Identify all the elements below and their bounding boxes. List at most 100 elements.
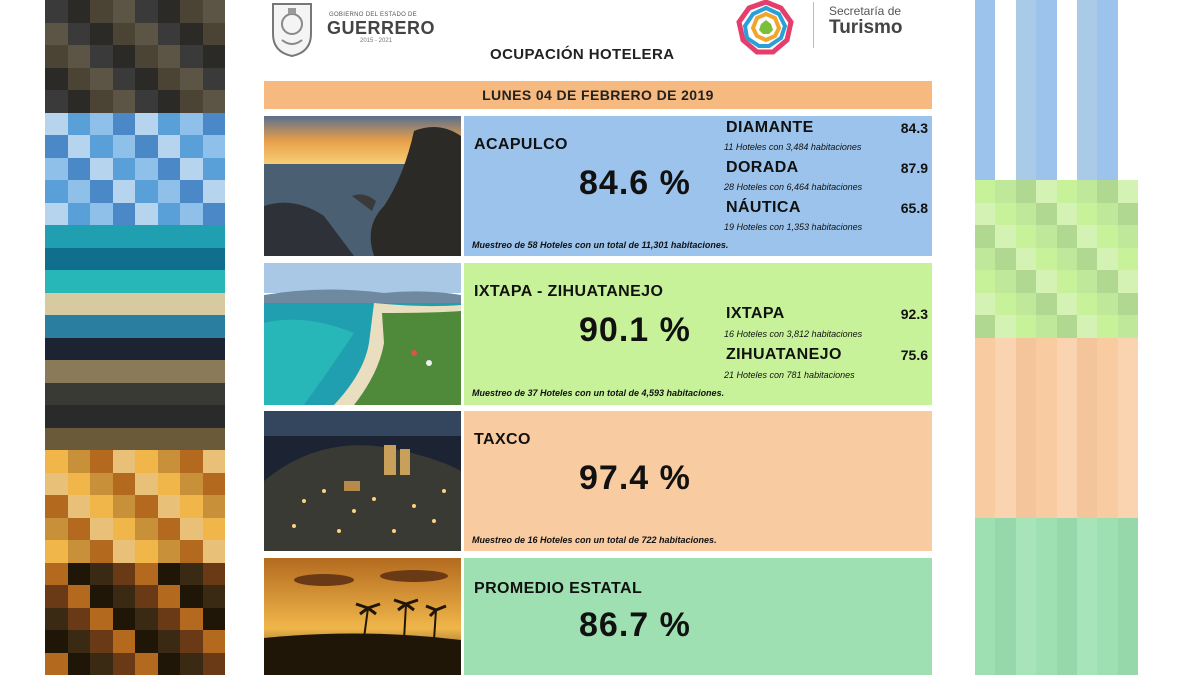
mosaic-tile: [975, 607, 996, 630]
mosaic-tile: [1117, 427, 1138, 450]
mosaic-tile: [1076, 562, 1098, 585]
mosaic-tile: [1056, 247, 1077, 270]
mosaic-tile: [90, 472, 113, 495]
mosaic-tile: [1076, 517, 1098, 540]
mosaic-tile: [1117, 405, 1138, 428]
mosaic-tile: [135, 517, 158, 540]
mosaic-tile: [90, 135, 113, 158]
mosaic-tile: [1036, 652, 1057, 675]
acapulco-photo: [264, 116, 461, 256]
tourism-logo: [736, 0, 794, 55]
mosaic-tile: [202, 157, 225, 180]
mosaic-tile: [180, 562, 203, 585]
mosaic-tile: [1015, 585, 1037, 608]
mosaic-tile: [67, 405, 90, 428]
mosaic-tile: [1117, 652, 1138, 675]
mosaic-tile: [180, 607, 203, 630]
mosaic-tile: [1036, 135, 1057, 158]
mosaic-tile: [1036, 112, 1057, 135]
mosaic-tile: [202, 405, 225, 428]
mosaic-tile: [112, 22, 135, 45]
mosaic-tile: [90, 67, 113, 90]
mosaic-tile: [995, 585, 1016, 608]
mosaic-tile: [1117, 292, 1138, 315]
mosaic-tile: [1036, 427, 1057, 450]
mosaic-tile: [157, 202, 180, 225]
mosaic-tile: [1056, 202, 1077, 225]
mosaic-tile: [975, 22, 996, 45]
blurred-background-right: [975, 0, 1138, 675]
mosaic-tile: [135, 585, 158, 608]
mosaic-tile: [1117, 585, 1138, 608]
zone-value: 92.3: [900, 306, 928, 322]
mosaic-tile: [112, 45, 135, 68]
mosaic-tile: [45, 607, 68, 630]
mosaic-tile: [1076, 157, 1098, 180]
mosaic-tile: [180, 45, 203, 68]
mosaic-tile: [202, 22, 225, 45]
mosaic-tile: [67, 90, 90, 113]
mosaic-tile: [1036, 382, 1057, 405]
mosaic-tile: [1015, 22, 1037, 45]
mosaic-tile: [67, 495, 90, 518]
mosaic-tile: [1015, 337, 1037, 360]
zone-name: DORADA: [726, 159, 799, 176]
mosaic-tile: [90, 337, 113, 360]
mosaic-tile: [157, 315, 180, 338]
mosaic-tile: [67, 0, 90, 23]
mosaic-tile: [1076, 652, 1098, 675]
mosaic-tile: [1076, 225, 1098, 248]
mosaic-tile: [202, 517, 225, 540]
mosaic-tile: [45, 22, 68, 45]
mosaic-tile: [45, 202, 68, 225]
mosaic-tile: [112, 157, 135, 180]
mosaic-tile: [45, 270, 68, 293]
mosaic-tile: [157, 562, 180, 585]
mosaic-tile: [157, 607, 180, 630]
mosaic-tile: [67, 292, 90, 315]
mosaic-tile: [67, 585, 90, 608]
mosaic-tile: [995, 405, 1016, 428]
mosaic-tile: [67, 67, 90, 90]
mosaic-tile: [135, 652, 158, 675]
mosaic-tile: [975, 0, 996, 23]
sample-note: Muestreo de 58 Hoteles con un total de 1…: [472, 240, 729, 250]
mosaic-tile: [112, 337, 135, 360]
mosaic-tile: [1056, 112, 1077, 135]
mosaic-tile: [1056, 427, 1077, 450]
mosaic-tile: [1056, 630, 1077, 653]
mosaic-tile: [135, 337, 158, 360]
mosaic-tile: [1117, 247, 1138, 270]
mosaic-tile: [135, 562, 158, 585]
mosaic-tile: [180, 0, 203, 23]
mosaic-tile: [1056, 90, 1077, 113]
mosaic-tile: [112, 472, 135, 495]
mosaic-tile: [1015, 405, 1037, 428]
mosaic-tile: [90, 202, 113, 225]
mosaic-tile: [1117, 45, 1138, 68]
mosaic-tile: [975, 495, 996, 518]
sample-note: Muestreo de 16 Hoteles con un total de 7…: [472, 535, 717, 545]
mosaic-tile: [1097, 427, 1118, 450]
mosaic-tile: [1117, 382, 1138, 405]
zone-note: 16 Hoteles con 3,812 habitaciones: [724, 329, 863, 339]
mosaic-tile: [135, 450, 158, 473]
mosaic-tile: [45, 157, 68, 180]
mosaic-tile: [90, 427, 113, 450]
mosaic-tile: [1097, 337, 1118, 360]
mosaic-tile: [995, 562, 1016, 585]
mosaic-tile: [975, 630, 996, 653]
mosaic-tile: [135, 22, 158, 45]
mosaic-tile: [202, 0, 225, 23]
mosaic-tile: [45, 112, 68, 135]
mosaic-tile: [45, 382, 68, 405]
mosaic-tile: [202, 45, 225, 68]
zone-name: DIAMANTE: [726, 119, 814, 136]
mosaic-tile: [180, 112, 203, 135]
zone-value: 87.9: [900, 160, 928, 176]
mosaic-tile: [1015, 652, 1037, 675]
mosaic-tile: [1015, 292, 1037, 315]
mosaic-tile: [135, 382, 158, 405]
mosaic-tile: [180, 630, 203, 653]
mosaic-tile: [67, 22, 90, 45]
